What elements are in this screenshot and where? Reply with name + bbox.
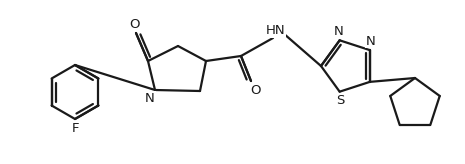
Text: N: N [334,25,344,38]
Text: S: S [337,94,345,107]
Text: N: N [366,35,376,48]
Text: F: F [71,122,79,134]
Text: O: O [129,18,139,31]
Text: N: N [145,92,155,104]
Text: O: O [250,83,260,96]
Text: HN: HN [266,24,286,38]
